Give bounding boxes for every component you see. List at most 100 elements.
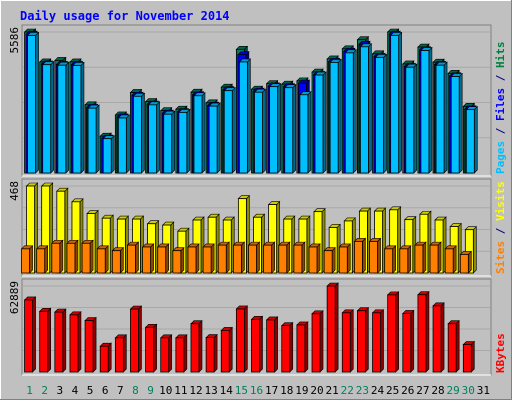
x-tick-label-23: 23 — [356, 384, 369, 397]
bar-face — [338, 246, 348, 274]
bar-pages-day-26 — [405, 63, 418, 174]
x-tick-label-21: 21 — [326, 384, 339, 397]
x-tick-label-19: 19 — [295, 384, 308, 397]
bar-side — [398, 31, 402, 174]
x-tick-label-3: 3 — [57, 384, 64, 397]
bar-face — [447, 323, 457, 373]
bar-kbytes-day-28 — [432, 302, 445, 373]
bar-side — [35, 31, 39, 174]
bar-side — [138, 305, 142, 373]
bar-face — [41, 185, 51, 274]
bar-side — [392, 245, 396, 274]
bar-face — [133, 95, 142, 174]
bar-side — [216, 102, 221, 174]
bar-pages-day-20 — [314, 71, 327, 174]
bar-face — [354, 240, 363, 274]
bar-sites-day-15 — [232, 241, 246, 274]
bar-face — [178, 112, 188, 174]
legend-part: Files — [494, 88, 507, 121]
bar-pages-day-14 — [223, 86, 236, 174]
bar-side — [110, 134, 115, 174]
bar-face — [205, 337, 215, 373]
bar-face — [281, 325, 291, 373]
bar-face — [389, 209, 399, 274]
bar-side — [425, 291, 430, 373]
bar-pages-day-11 — [178, 108, 191, 174]
bar-face — [341, 312, 351, 373]
bar-side — [473, 225, 477, 274]
bar-side — [455, 320, 460, 373]
bar-side — [225, 241, 230, 274]
legend-part: KBytes — [494, 333, 507, 373]
bar-side — [292, 83, 297, 174]
bar-face — [278, 244, 288, 274]
bar-kbytes-day-23 — [356, 307, 370, 373]
bar-side — [198, 320, 203, 373]
bar-side — [301, 241, 306, 274]
bar-face — [372, 312, 381, 373]
bar-pages-day-30 — [465, 105, 479, 174]
panel-max-label: 62889 — [8, 281, 21, 314]
panels-layer: 5586 Pages / Files / Hits 468 Sites / Visit… — [8, 24, 507, 376]
bar-face — [402, 313, 412, 373]
bar-side — [471, 340, 475, 373]
bar-face — [344, 52, 354, 174]
bar-pages-day-4 — [72, 61, 85, 174]
bar-kbytes-day-15 — [235, 305, 249, 373]
bar-side — [289, 321, 294, 373]
x-tick-label-26: 26 — [401, 384, 414, 397]
x-tick-label-30: 30 — [462, 384, 475, 397]
bar-side — [92, 316, 97, 373]
bar-sites-day-9 — [141, 243, 155, 274]
bar-side — [334, 282, 339, 373]
bar-face — [235, 308, 245, 373]
x-tick-label-10: 10 — [159, 384, 172, 397]
x-tick-label-20: 20 — [310, 384, 323, 397]
bar-face — [163, 113, 173, 174]
bar-kbytes-day-8 — [129, 305, 143, 373]
bar-face — [36, 248, 46, 274]
bar-face — [326, 285, 336, 373]
bar-face — [329, 62, 339, 174]
bar-sites-day-13 — [202, 243, 215, 274]
bar-side — [77, 311, 82, 373]
bar-sites-day-11 — [172, 246, 185, 274]
bar-face — [462, 344, 472, 373]
bar-kbytes-day-3 — [54, 308, 67, 373]
bar-face — [293, 244, 303, 274]
bar-side — [349, 309, 354, 373]
bar-side — [241, 241, 245, 274]
bar-side — [395, 291, 399, 373]
bar-face — [435, 64, 445, 174]
bar-sites-day-26 — [399, 245, 412, 274]
bar-kbytes-day-7 — [114, 334, 128, 373]
bar-sites-day-18 — [278, 241, 291, 274]
bar-side — [458, 72, 463, 174]
bar-side — [213, 333, 218, 373]
bar-face — [296, 324, 306, 373]
bar-sites-day-27 — [414, 241, 427, 274]
x-tick-label-7: 7 — [117, 384, 124, 397]
bar-face — [232, 244, 242, 274]
bar-face — [268, 204, 278, 274]
bar-face — [390, 35, 400, 174]
x-tick-label-9: 9 — [147, 384, 154, 397]
bar-side — [319, 310, 324, 373]
bar-side — [413, 63, 418, 174]
bar-sites-day-3 — [51, 239, 64, 274]
bar-side — [65, 61, 70, 174]
x-tick-label-6: 6 — [102, 384, 109, 397]
bar-sites-day-10 — [157, 243, 170, 274]
legend-part: / — [494, 121, 507, 141]
bar-side — [346, 243, 351, 274]
bar-kbytes-day-9 — [144, 323, 158, 373]
bar-side — [201, 92, 206, 174]
bar-side — [380, 309, 384, 373]
bar-side — [120, 246, 124, 274]
bar-side — [440, 302, 445, 373]
x-tick-label-25: 25 — [386, 384, 399, 397]
bar-side — [74, 239, 79, 274]
bar-face — [313, 211, 323, 274]
bar-face — [57, 64, 67, 174]
bar-face — [71, 201, 81, 274]
